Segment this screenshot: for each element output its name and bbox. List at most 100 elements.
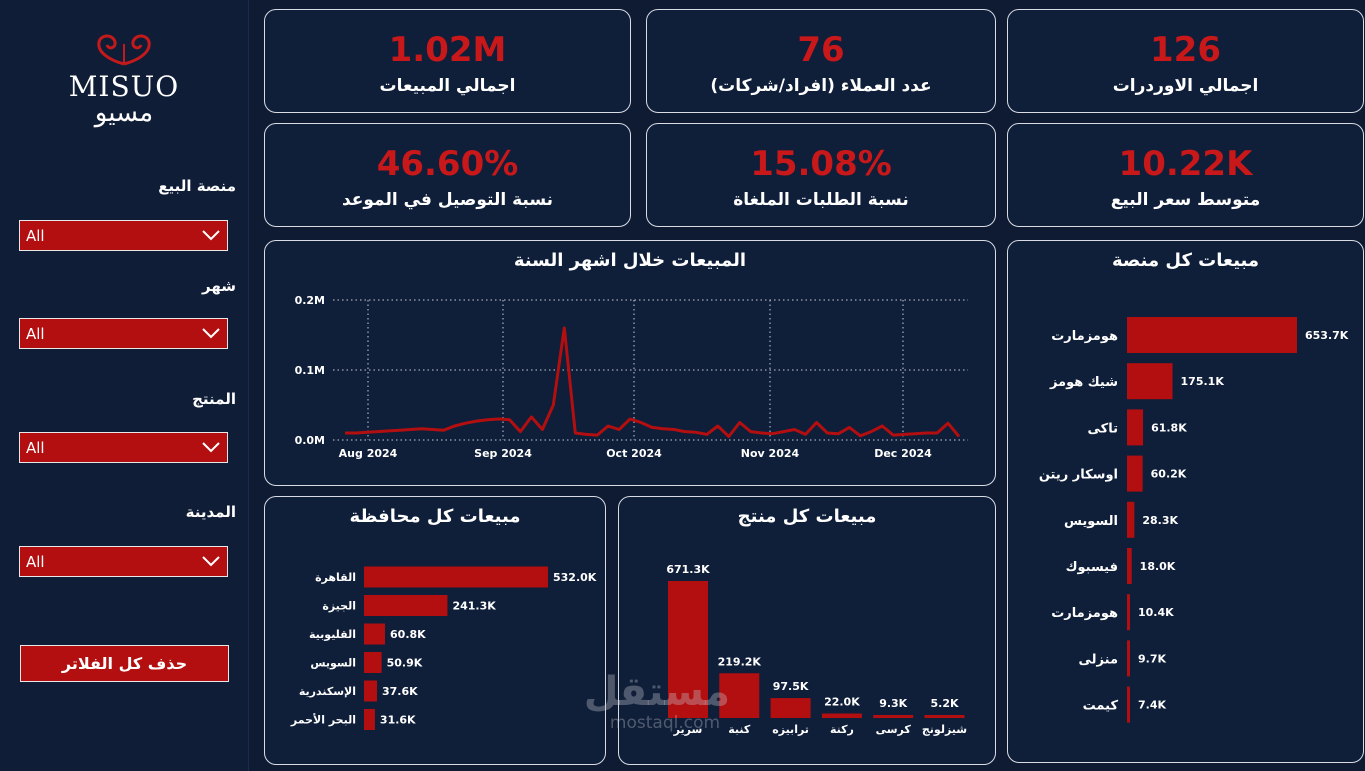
- product-sales-card: مبيعات كل منتج 671.3K سرير 219.2K كنبة 97.5K…: [618, 496, 996, 765]
- kpi-value: 76: [797, 30, 845, 70]
- kpi-label: اجمالي الاوردرات: [1112, 76, 1259, 96]
- platform-data-label: 61.8K: [1151, 421, 1187, 434]
- chevron-down-icon: [202, 328, 220, 339]
- platform-data-label: 28.3K: [1142, 514, 1178, 527]
- sidebar: MISUO مسيو منصة البيع All شهر All المنتج…: [0, 0, 249, 771]
- brand-logo: MISUO مسيو: [0, 30, 248, 128]
- product-sales-chart: 671.3K سرير 219.2K كنبة 97.5K ترابيزه 22.0K ركن…: [666, 563, 967, 736]
- platform-category-label: اوسكار ريتن: [1039, 468, 1118, 483]
- governorate-sales-card: مبيعات كل محافظة القاهرة 532.0K الجيزة 241.…: [264, 496, 606, 765]
- platform-data-label: 10.4K: [1138, 606, 1174, 619]
- product-category-label: ترابيزه: [772, 723, 809, 736]
- sales-line: [345, 326, 961, 438]
- governorate-bar: [364, 680, 378, 702]
- kpi-card-on-time: 46.60% نسبة التوصيل في الموعد: [264, 123, 631, 227]
- platform-data-label: 653.7K: [1305, 329, 1349, 342]
- platform-bar: [1127, 409, 1144, 446]
- platform-category-label: السويس: [1064, 514, 1118, 529]
- product-bar: [924, 715, 965, 718]
- platform-bar: [1127, 594, 1130, 631]
- kpi-label: اجمالي المبيعات: [379, 76, 516, 96]
- product-data-label: 671.3K: [666, 563, 710, 576]
- logo-text-ar: مسيو: [94, 98, 154, 128]
- governorate-data-label: 31.6K: [380, 714, 416, 727]
- governorate-bar: [364, 652, 382, 673]
- filter-select-product[interactable]: All: [19, 432, 228, 463]
- kpi-value: 126: [1150, 30, 1221, 70]
- filter-value-product: All: [26, 439, 45, 457]
- platform-data-label: 18.0K: [1140, 560, 1176, 573]
- platform-category-label: كيمت: [1083, 699, 1119, 714]
- platform-category-label: فيسبوك: [1066, 560, 1118, 575]
- kpi-value: 10.22K: [1118, 144, 1253, 184]
- product-category-label: كنبة: [728, 723, 751, 736]
- x-tick-label: Oct 2024: [606, 447, 662, 460]
- platform-bar: [1127, 317, 1297, 353]
- x-tick-label: Dec 2024: [874, 447, 932, 460]
- filter-label-month: شهر: [202, 277, 236, 295]
- platform-data-label: 175.1K: [1181, 375, 1225, 388]
- platform-bar: [1127, 548, 1132, 584]
- product-data-label: 22.0K: [824, 696, 860, 709]
- chevron-down-icon: [202, 442, 220, 453]
- filter-select-city[interactable]: All: [19, 546, 228, 577]
- kpi-label: عدد العملاء (افراد/شركات): [710, 76, 932, 96]
- platform-data-label: 9.7K: [1138, 652, 1166, 665]
- governorate-sales-chart: القاهرة 532.0K الجيزة 241.3K القليوبية 60.8K ا…: [290, 566, 597, 730]
- platform-sales-chart: هومزمارت 653.7K شيك هومز 175.1K تاكى 61.8K اوس…: [1039, 317, 1349, 723]
- governorate-bar: [364, 595, 448, 616]
- chart-title: مبيعات كل منصة: [1111, 250, 1260, 271]
- governorate-category-label: الإسكندرية: [299, 685, 356, 698]
- kpi-label: نسبة الطلبات الملغاة: [733, 190, 909, 210]
- filter-value-platform: All: [26, 227, 45, 245]
- platform-bar: [1127, 501, 1135, 538]
- logo-ornament-icon: [97, 34, 151, 66]
- platform-bar: [1127, 455, 1143, 492]
- product-bar: [719, 673, 760, 718]
- product-category-label: شيزلونج: [922, 723, 967, 736]
- monthly-sales-chart: 0.0M 0.1M 0.2M Aug 2024 Sep 2024 Oct 2024 Nov …: [295, 294, 968, 460]
- y-tick-label: 0.2M: [295, 294, 325, 307]
- platform-bar: [1127, 363, 1173, 400]
- governorate-bar: [364, 623, 386, 645]
- kpi-label: متوسط سعر البيع: [1110, 190, 1261, 210]
- platform-category-label: تاكى: [1088, 421, 1118, 436]
- product-category-label: كرسى: [876, 723, 912, 736]
- governorate-data-label: 50.9K: [387, 657, 423, 670]
- chevron-down-icon: [202, 230, 220, 241]
- product-data-label: 97.5K: [773, 680, 809, 693]
- chevron-down-icon: [202, 556, 220, 567]
- product-bar: [668, 581, 708, 718]
- clear-filters-button[interactable]: حذف كل الفلاتر: [20, 645, 229, 682]
- governorate-data-label: 60.8K: [390, 628, 426, 641]
- filter-label-platform: منصة البيع: [158, 177, 236, 195]
- filter-value-city: All: [26, 553, 45, 571]
- y-tick-label: 0.0M: [295, 434, 325, 447]
- platform-category-label: شيك هومز: [1049, 375, 1118, 390]
- platform-category-label: منزلى: [1079, 652, 1118, 667]
- platform-sales-card: مبيعات كل منصة هومزمارت 653.7K شيك هومز 175…: [1007, 240, 1364, 763]
- kpi-card-customers: 76 عدد العملاء (افراد/شركات): [646, 9, 996, 113]
- kpi-label: نسبة التوصيل في الموعد: [341, 190, 554, 210]
- kpi-value: 15.08%: [750, 144, 892, 184]
- product-category-label: سرير: [673, 723, 703, 736]
- filter-select-month[interactable]: All: [19, 318, 228, 349]
- filter-label-city: المدينة: [185, 503, 236, 521]
- kpi-value: 1.02M: [388, 30, 507, 70]
- product-bar: [873, 715, 914, 718]
- kpi-card-avg-price: 10.22K متوسط سعر البيع: [1007, 123, 1364, 227]
- filter-select-platform[interactable]: All: [19, 220, 228, 251]
- product-category-label: ركنة: [830, 723, 854, 736]
- x-tick-label: Sep 2024: [474, 447, 532, 460]
- platform-bar: [1127, 686, 1130, 723]
- product-bar: [821, 713, 862, 718]
- governorate-category-label: البحر الأحمر: [290, 713, 356, 727]
- chart-title: مبيعات كل محافظة: [349, 506, 521, 527]
- logo-text-en: MISUO: [68, 70, 180, 103]
- governorate-data-label: 532.0K: [553, 571, 597, 584]
- monthly-sales-card: المبيعات خلال اشهر السنة 0.0M 0.1M 0.2M Aug…: [264, 240, 996, 486]
- filter-value-month: All: [26, 325, 45, 343]
- y-tick-label: 0.1M: [295, 364, 325, 377]
- kpi-card-total-sales: 1.02M اجمالي المبيعات: [264, 9, 631, 113]
- platform-category-label: هومزمارت: [1051, 329, 1118, 344]
